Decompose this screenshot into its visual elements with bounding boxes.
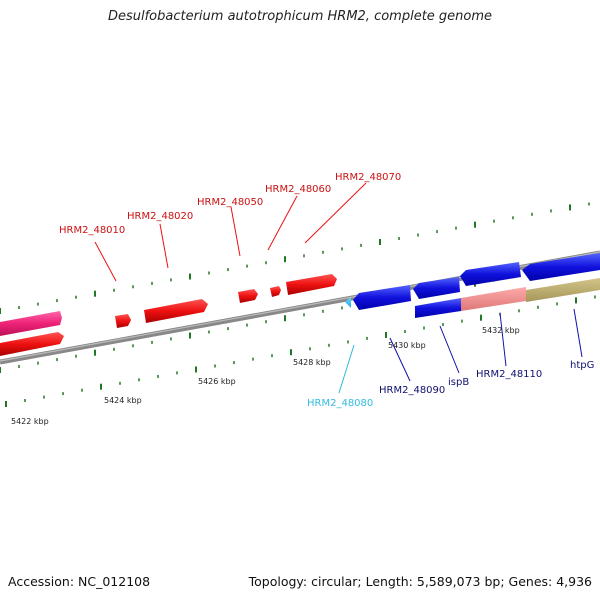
label-hrm2-48090[interactable]: HRM2_48090 <box>379 385 445 396</box>
leader-hrm2-48070 <box>304 182 367 244</box>
label-hrm2-48020[interactable]: HRM2_48020 <box>127 211 193 222</box>
leader-hrm2-48060 <box>267 195 298 251</box>
gene-htpg-top[interactable] <box>522 253 600 281</box>
gene-hrm2-48110[interactable] <box>461 287 526 311</box>
kbp-label-5430: 5430 kbp <box>388 341 426 350</box>
lower-tick-row <box>5 295 596 407</box>
label-ispb[interactable]: ispB <box>448 377 469 388</box>
label-htpg[interactable]: htpG <box>570 360 594 371</box>
label-hrm2-48070[interactable]: HRM2_48070 <box>335 172 401 183</box>
label-hrm2-48080[interactable]: HRM2_48080 <box>307 398 373 409</box>
gene-hrm2-48080[interactable] <box>345 297 351 308</box>
upper-tick-row <box>0 202 590 314</box>
gene-pink-left[interactable] <box>0 311 62 336</box>
gene-red-left[interactable] <box>0 332 64 356</box>
leader-hrm2-48110 <box>499 312 507 367</box>
gene-olive-band[interactable] <box>526 278 600 302</box>
genome-summary-text: Topology: circular; Length: 5,589,073 bp… <box>248 574 592 589</box>
gene-hrm2-48020[interactable] <box>144 299 208 323</box>
gene-ispb[interactable] <box>415 298 461 318</box>
leader-htpg <box>573 308 583 358</box>
kbp-label-5424: 5424 kbp <box>104 396 142 405</box>
gene-ispb-top[interactable] <box>413 277 460 299</box>
accession-text: Accession: NC_012108 <box>8 574 151 589</box>
kbp-label-5428: 5428 kbp <box>293 358 331 367</box>
label-hrm2-48010[interactable]: HRM2_48010 <box>59 225 125 236</box>
gene-hrm2-48110-top[interactable] <box>460 262 521 286</box>
gene-hrm2-48050[interactable] <box>238 289 258 303</box>
leader-hrm2-48010 <box>94 241 117 282</box>
kbp-label-5432: 5432 kbp <box>482 326 520 335</box>
leader-hrm2-48090 <box>389 337 411 382</box>
gene-hrm2-48070[interactable] <box>286 274 337 295</box>
gene-hrm2-48090[interactable] <box>353 285 411 310</box>
leader-hrm2-48080 <box>338 344 355 394</box>
leader-ispb <box>439 325 460 374</box>
leader-hrm2-48020 <box>159 223 169 269</box>
label-hrm2-48110[interactable]: HRM2_48110 <box>476 369 542 380</box>
genome-title: Desulfobacterium autotrophicum HRM2, com… <box>107 9 493 24</box>
kbp-label-5422: 5422 kbp <box>11 417 49 426</box>
leader-hrm2-48050 <box>230 206 241 257</box>
label-hrm2-48050[interactable]: HRM2_48050 <box>197 197 263 208</box>
label-hrm2-48060[interactable]: HRM2_48060 <box>265 184 331 195</box>
gene-hrm2-48010[interactable] <box>115 314 131 328</box>
gene-hrm2-48060[interactable] <box>270 286 281 297</box>
kbp-label-5426: 5426 kbp <box>198 377 236 386</box>
